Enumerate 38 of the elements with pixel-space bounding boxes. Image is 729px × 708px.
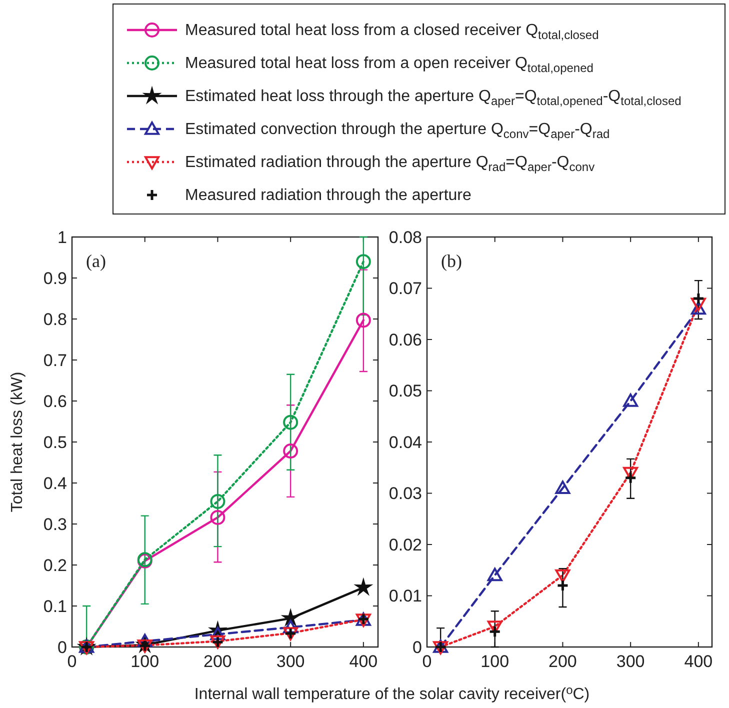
- x-tick-label: 300: [616, 652, 645, 671]
- y-tick-label: 0: [412, 638, 422, 657]
- legend-label: Measured total heat loss from a open receiver Q$_{total,opened}$: [185, 54, 594, 74]
- y-tick-label: 0.02: [388, 535, 422, 554]
- x-axis-title: Internal wall temperature of the solar cavity receiver($^{o}$C): [194, 683, 590, 703]
- x-tick-label: 400: [349, 652, 378, 671]
- y-tick-label: 0.03: [388, 484, 422, 504]
- x-tick-label: 400: [684, 652, 713, 671]
- x-tick-label: 100: [130, 652, 160, 671]
- x-tick-label: 200: [204, 652, 232, 671]
- annotation: (a): [86, 251, 106, 271]
- legend-label: Measured total heat loss from a closed receiver Q$_{total,closed}$: [185, 22, 599, 42]
- y-tick-label: 0.4: [43, 474, 67, 493]
- y-tick-label: 0.01: [388, 586, 422, 606]
- y-tick-label: 0.8: [43, 310, 67, 329]
- y-tick-label: 0: [58, 638, 67, 657]
- y-tick-label: 0.08: [388, 228, 422, 247]
- y-tick-label: 0.9: [43, 268, 67, 288]
- y-tick-label: 0.1: [43, 596, 67, 616]
- y-axis-title: Total heat loss (kW): [9, 372, 26, 512]
- y-tick-label: 0.5: [43, 432, 67, 452]
- y-tick-label: 1: [58, 228, 67, 247]
- y-tick-label: 0.3: [43, 514, 67, 534]
- y-tick-label: 0.05: [388, 382, 422, 401]
- y-tick-label: 0.06: [388, 330, 422, 350]
- x-tick-label: 100: [480, 652, 510, 671]
- legend-label: Estimated convection through the aperture Q$_{conv}$=Q$_{aper}$-Q$_{rad}$: [185, 120, 610, 140]
- y-tick-label: 0.2: [43, 556, 67, 575]
- y-tick-label: 0.07: [388, 279, 422, 298]
- x-tick-label: 200: [548, 652, 577, 671]
- y-tick-label: 0.6: [43, 392, 67, 411]
- legend-label: Estimated heat loss through the aperture Q$_{aper}$=Q$_{total,opened}$-Q$_{total,closed}$: [185, 88, 682, 108]
- legend-label: Measured radiation through the aperture: [185, 186, 472, 204]
- annotation: (b): [441, 251, 462, 271]
- y-tick-label: 0.7: [43, 350, 67, 370]
- legend-label: Estimated radiation through the aperture Q$_{rad}$=Q$_{aper}$-Q$_{conv}$: [185, 154, 595, 174]
- x-tick-label: 300: [276, 652, 305, 671]
- y-tick-label: 0.04: [388, 432, 422, 452]
